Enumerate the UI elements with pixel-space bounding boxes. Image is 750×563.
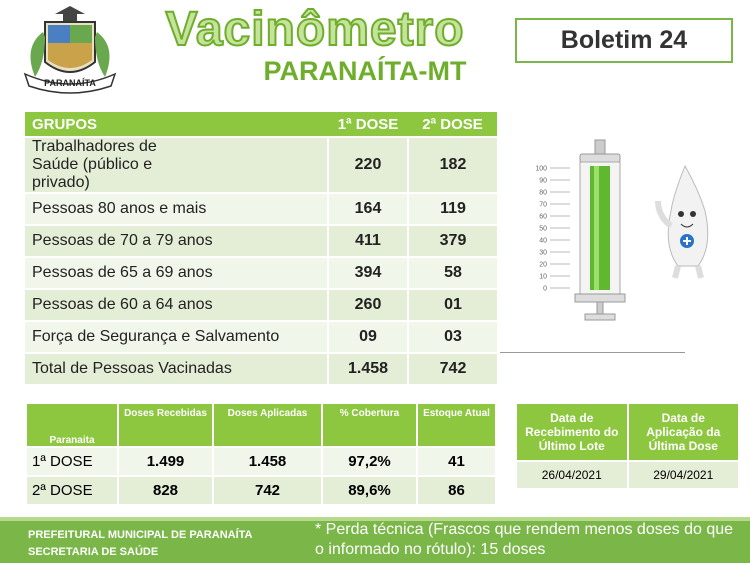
logo-text: PARANAÍTA <box>44 78 96 88</box>
cell-value: 164 <box>327 192 408 225</box>
cell-group: Total de Pessoas Vacinadas <box>25 352 328 384</box>
table-row: Pessoas de 65 a 69 anos 394 58 <box>25 256 497 289</box>
scale-label: 100 <box>535 166 547 173</box>
cell-group: Pessoas de 60 a 64 anos <box>25 288 328 321</box>
table-row: Pessoas de 70 a 79 anos 411 379 <box>25 224 497 257</box>
cell-group: Trabalhadores de Saúde (público e privad… <box>25 136 328 193</box>
cell-value: 89,6% <box>321 475 418 506</box>
dates-table: Data de Recebimento do Último Lote Data d… <box>515 402 740 490</box>
footnote: * Perda técnica (Frascos que rendem meno… <box>315 521 734 558</box>
column-header: Data de Recebimento do Último Lote <box>515 402 629 462</box>
table-row: Força de Segurança e Salvamento 09 03 <box>25 320 497 353</box>
scale-label: 10 <box>539 274 547 281</box>
title: Vacinômetro <box>164 2 465 57</box>
organization-line: SECRETARIA DE SAÚDE <box>28 546 159 558</box>
cell-group: Pessoas de 70 a 79 anos <box>25 224 328 257</box>
cell-value: 03 <box>407 320 497 353</box>
bulletin: Boletim 24 <box>515 18 733 63</box>
scale-label: 80 <box>539 190 547 197</box>
cell-group: Pessoas 80 anos e mais <box>25 192 328 225</box>
table-row: 2ª DOSE 828 742 89,6% 86 <box>25 475 497 506</box>
column-header: GRUPOS <box>25 112 328 137</box>
cell-value: 182 <box>407 136 497 193</box>
cell-value: 828 <box>117 475 214 506</box>
column-header: % Cobertura <box>321 402 418 448</box>
cell-value: 1.458 <box>327 352 408 384</box>
cell-value: 1.458 <box>212 446 323 477</box>
cell-value: 58 <box>407 256 497 289</box>
scale-label: 0 <box>543 286 547 293</box>
cell-value: 86 <box>416 475 497 506</box>
scale-label: 40 <box>539 238 547 245</box>
column-header: Data de Aplicação da Última Dose <box>626 402 740 462</box>
divider <box>500 352 685 353</box>
cell-value: 742 <box>407 352 497 384</box>
cell-label: 2ª DOSE <box>25 475 119 506</box>
table-row: 26/04/2021 29/04/2021 <box>515 460 740 490</box>
cell-value: 394 <box>327 256 408 289</box>
scale-label: 90 <box>539 178 547 185</box>
subtitle: PARANAÍTA-MT <box>263 56 467 86</box>
cell-value: 09 <box>327 320 408 353</box>
organization-line: PREFEITURAL MUNICIPAL DE PARANAÍTA <box>28 529 253 541</box>
table-row: Trabalhadores de Saúde (público e privad… <box>25 136 497 193</box>
scale-label: 60 <box>539 214 547 221</box>
cell-value: 742 <box>212 475 323 506</box>
cell-value: 411 <box>327 224 408 257</box>
cell-value: 379 <box>407 224 497 257</box>
cell-value: 41 <box>416 446 497 477</box>
logo: PARANAÍTA <box>23 6 117 94</box>
scale-label: 20 <box>539 262 547 269</box>
table-row: Pessoas 80 anos e mais 164 119 <box>25 192 497 225</box>
column-header: 2ª DOSE <box>408 112 497 137</box>
scale-label: 70 <box>539 202 547 209</box>
column-header: Doses Aplicadas <box>212 402 323 448</box>
footer-bar <box>0 517 750 563</box>
column-header: Doses Recebidas <box>117 402 214 448</box>
cell-group: Força de Segurança e Salvamento <box>25 320 328 353</box>
cell-value: 119 <box>407 192 497 225</box>
cell-label: 1ª DOSE <box>25 446 119 477</box>
cell-group: Pessoas de 65 a 69 anos <box>25 256 328 289</box>
organization: PREFEITURAL MUNICIPAL DE PARANAÍTA SECRE… <box>28 527 253 561</box>
cell-value: 97,2% <box>321 446 418 477</box>
cell-value: 220 <box>327 136 408 193</box>
table-row: Total de Pessoas Vacinadas 1.458 742 <box>25 352 497 384</box>
cell-value: 260 <box>327 288 408 321</box>
column-header: Estoque Atual <box>416 402 497 448</box>
column-header: Paranaita <box>25 402 119 448</box>
cell-value: 01 <box>407 288 497 321</box>
stock-table: Paranaita Doses Recebidas Doses Aplicadas%… <box>25 402 497 506</box>
column-header: 1ª DOSE <box>328 112 408 137</box>
cell-date: 29/04/2021 <box>626 460 740 490</box>
groups-table: GRUPOS 1ª DOSE 2ª DOSE Trabalhadores de … <box>25 112 497 384</box>
cell-date: 26/04/2021 <box>515 460 629 490</box>
cell-value: 1.499 <box>117 446 214 477</box>
scale-label: 30 <box>539 250 547 257</box>
scale-label: 50 <box>539 226 547 233</box>
table-row: 1ª DOSE 1.499 1.458 97,2% 41 <box>25 446 497 477</box>
table-row: Pessoas de 60 a 64 anos 260 01 <box>25 288 497 321</box>
